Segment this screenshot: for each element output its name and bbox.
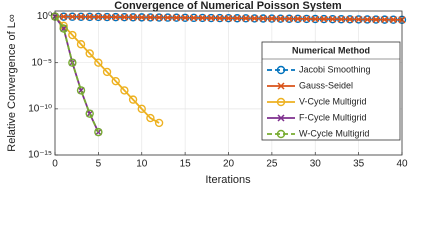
marker (112, 13, 120, 21)
legend-label: Gauss-Seidel (299, 80, 353, 90)
marker (138, 13, 146, 21)
marker (137, 104, 146, 114)
x-tick-label: 10 (136, 159, 148, 170)
marker (68, 58, 77, 67)
x-tick-label: 0 (52, 159, 58, 170)
marker (250, 14, 259, 22)
y-tick-label: 10⁰ (37, 11, 52, 22)
marker (76, 40, 86, 49)
marker (68, 30, 77, 40)
marker (346, 15, 354, 23)
marker (190, 14, 198, 22)
marker (68, 13, 76, 21)
x-tick-label: 30 (310, 159, 322, 170)
chart-title: Convergence of Numerical Poisson System (114, 0, 342, 12)
marker (77, 86, 85, 94)
x-tick-label: 25 (266, 159, 278, 170)
marker (337, 15, 345, 23)
marker (85, 109, 94, 118)
legend-label: W-Cycle Multigrid (299, 128, 369, 138)
marker (320, 15, 328, 23)
marker (285, 15, 293, 23)
legend-label: V-Cycle Multigrid (299, 96, 367, 106)
marker (216, 14, 224, 22)
marker (233, 14, 241, 22)
marker (277, 82, 285, 90)
legend-box (261, 41, 401, 141)
marker (77, 13, 85, 21)
marker (128, 95, 138, 104)
marker (94, 127, 103, 137)
axes-box (54, 10, 403, 156)
marker (154, 118, 164, 128)
marker (363, 15, 371, 24)
marker (86, 13, 94, 21)
y-tick-label: 10⁻¹⁰ (28, 103, 52, 114)
marker (94, 13, 102, 21)
legend-label: Jacobi Smoothing (299, 64, 371, 74)
marker (355, 15, 363, 23)
marker (120, 86, 129, 95)
marker (198, 14, 207, 22)
marker (129, 13, 137, 21)
marker (181, 14, 189, 22)
marker (111, 76, 120, 86)
series-line (54, 15, 160, 124)
marker (277, 114, 285, 122)
marker (164, 14, 172, 22)
x-tick-label: 20 (223, 159, 235, 170)
marker (311, 15, 319, 23)
marker (76, 86, 86, 95)
marker (224, 14, 233, 22)
marker (381, 16, 389, 24)
marker (120, 13, 128, 21)
x-axis-label: Iterations (205, 174, 251, 186)
legend: Numerical Method Jacobi Smoothing Gauss-S… (261, 41, 401, 141)
marker (155, 13, 163, 22)
marker (276, 97, 286, 107)
marker (268, 15, 276, 23)
marker (172, 14, 180, 22)
marker (259, 14, 267, 23)
legend-title: Numerical Method (292, 45, 370, 55)
chart: Convergence of Numerical Poisson System … (6, 0, 408, 186)
marker (59, 24, 68, 33)
marker (277, 15, 285, 23)
marker (94, 58, 103, 67)
marker (303, 15, 311, 23)
marker (146, 113, 155, 123)
marker (102, 67, 112, 77)
x-tick-label: 5 (96, 159, 102, 170)
plot (50, 12, 407, 137)
y-tick-label: 10⁻¹⁵ (28, 150, 52, 161)
marker (85, 49, 94, 58)
marker (60, 13, 68, 21)
legend-label: F-Cycle Multigrid (299, 112, 367, 122)
y-axis-label: Relative Convergence of L∞ (6, 14, 18, 151)
marker (103, 13, 111, 21)
marker (372, 16, 380, 24)
marker (276, 65, 286, 75)
x-tick-label: 35 (353, 159, 365, 170)
marker (329, 15, 337, 23)
marker (276, 129, 286, 139)
marker (146, 13, 154, 21)
marker (389, 16, 397, 24)
marker (86, 110, 94, 118)
x-tick-label: 15 (180, 159, 192, 170)
marker (294, 15, 302, 23)
x-tick-label: 40 (396, 159, 408, 170)
marker (242, 14, 250, 22)
y-tick-label: 10⁻⁵ (31, 57, 52, 68)
marker (207, 14, 215, 22)
